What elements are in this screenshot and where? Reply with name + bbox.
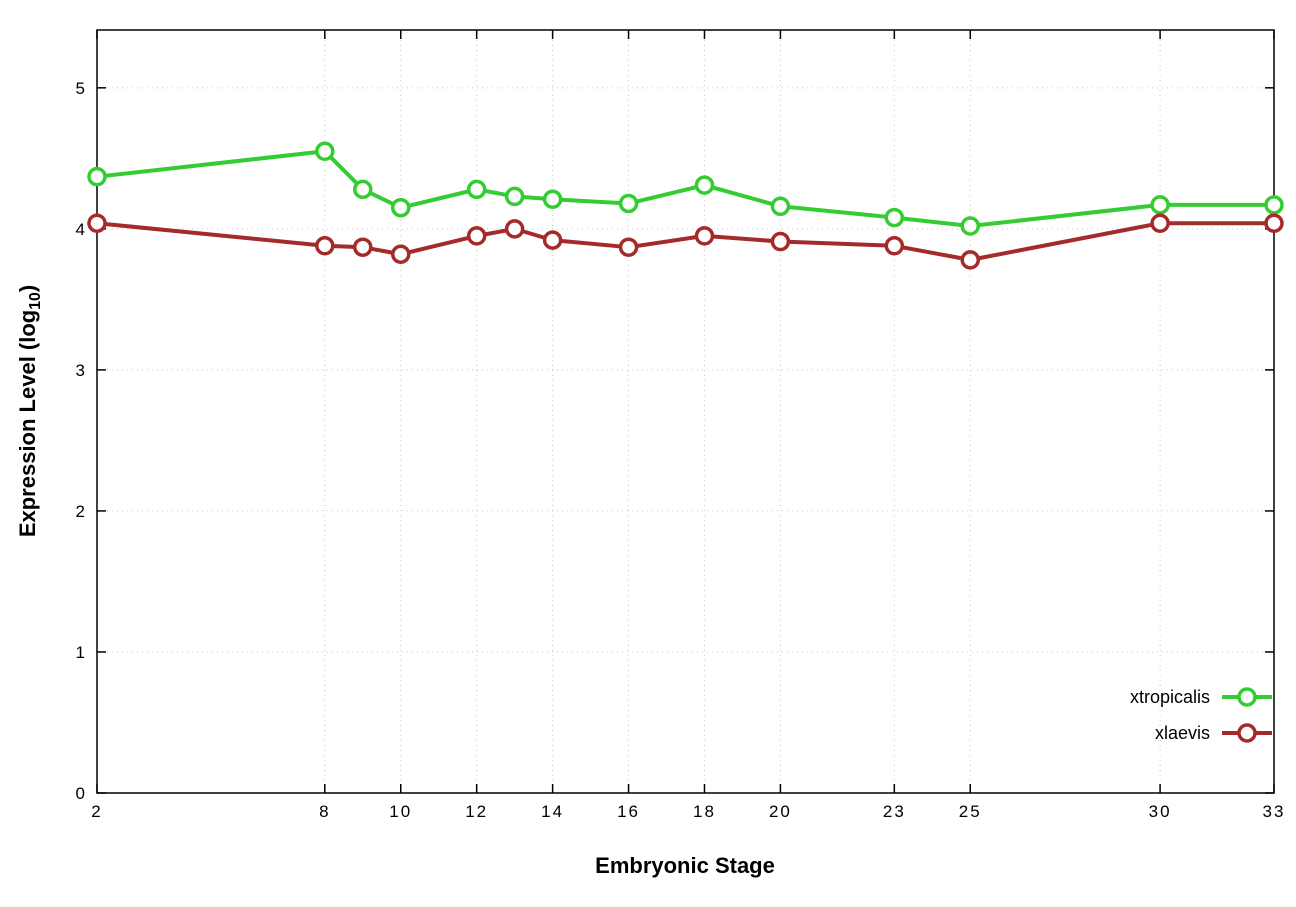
series-marker-xtropicalis: [315, 141, 335, 162]
y-axis-title-subscript: 10: [27, 292, 45, 310]
series-marker-xtropicalis: [87, 166, 107, 187]
series-marker-xlaevis: [960, 250, 981, 270]
series-marker-xtropicalis: [884, 207, 905, 228]
series-marker-xlaevis: [353, 237, 373, 257]
y-tick-label: 1: [76, 643, 85, 662]
series-marker-xlaevis: [770, 231, 791, 252]
series-marker-xtropicalis: [1264, 195, 1284, 215]
legend-label-xlaevis: xlaevis: [1155, 723, 1210, 743]
x-tick-label: 16: [617, 802, 640, 821]
series-marker-xlaevis: [618, 237, 639, 257]
x-tick-label: 2: [91, 802, 102, 821]
series-marker-xlaevis: [1264, 213, 1284, 233]
series-marker-xlaevis: [390, 244, 411, 264]
series-marker-xtropicalis: [504, 186, 525, 207]
x-tick-label: 25: [959, 802, 982, 821]
y-tick-label: 0: [76, 784, 85, 803]
x-tick-label: 20: [769, 802, 792, 821]
series-marker-xlaevis: [884, 236, 905, 256]
y-axis-title: Expression Level (log10): [15, 285, 45, 537]
x-tick-label: 12: [465, 802, 488, 821]
series-marker-xtropicalis: [542, 189, 563, 209]
y-tick-label: 4: [76, 220, 85, 239]
series-marker-xtropicalis: [353, 179, 373, 200]
series-marker-xtropicalis: [960, 216, 981, 236]
series-marker-xtropicalis: [390, 197, 411, 218]
x-tick-label: 30: [1149, 802, 1172, 821]
x-axis-title: Embryonic Stage: [595, 853, 775, 878]
x-tick-label: 14: [541, 802, 564, 821]
x-tick-label: 10: [389, 802, 412, 821]
series-marker-xlaevis: [466, 226, 487, 246]
x-tick-label: 8: [319, 802, 330, 821]
series-marker-xlaevis: [87, 213, 107, 233]
legend-marker-xtropicalis: [1237, 687, 1257, 707]
series-marker-xtropicalis: [1150, 195, 1170, 215]
y-tick-label: 2: [76, 502, 85, 521]
y-axis-title-suffix: ): [14, 284, 40, 293]
x-tick-label: 33: [1263, 802, 1286, 821]
series-marker-xtropicalis: [694, 175, 715, 195]
series-marker-xtropicalis: [466, 179, 487, 200]
series-marker-xlaevis: [694, 226, 715, 246]
series-marker-xtropicalis: [618, 193, 639, 214]
series-marker-xlaevis: [542, 230, 563, 250]
y-tick-label: 5: [76, 79, 85, 98]
series-marker-xlaevis: [1150, 213, 1170, 233]
series-marker-xtropicalis: [770, 196, 791, 217]
series-marker-xlaevis: [315, 236, 335, 256]
x-tick-label: 23: [883, 802, 906, 821]
x-tick-label: 18: [693, 802, 716, 821]
plot-border: [96, 29, 1275, 794]
legend-marker-xlaevis: [1237, 723, 1257, 743]
legend-label-xtropicalis: xtropicalis: [1130, 687, 1210, 707]
y-axis-title-prefix: Expression Level (log: [14, 309, 40, 538]
series-line-xtropicalis: [95, 149, 1276, 229]
series-marker-xlaevis: [504, 219, 525, 239]
y-tick-label: 3: [76, 361, 85, 380]
